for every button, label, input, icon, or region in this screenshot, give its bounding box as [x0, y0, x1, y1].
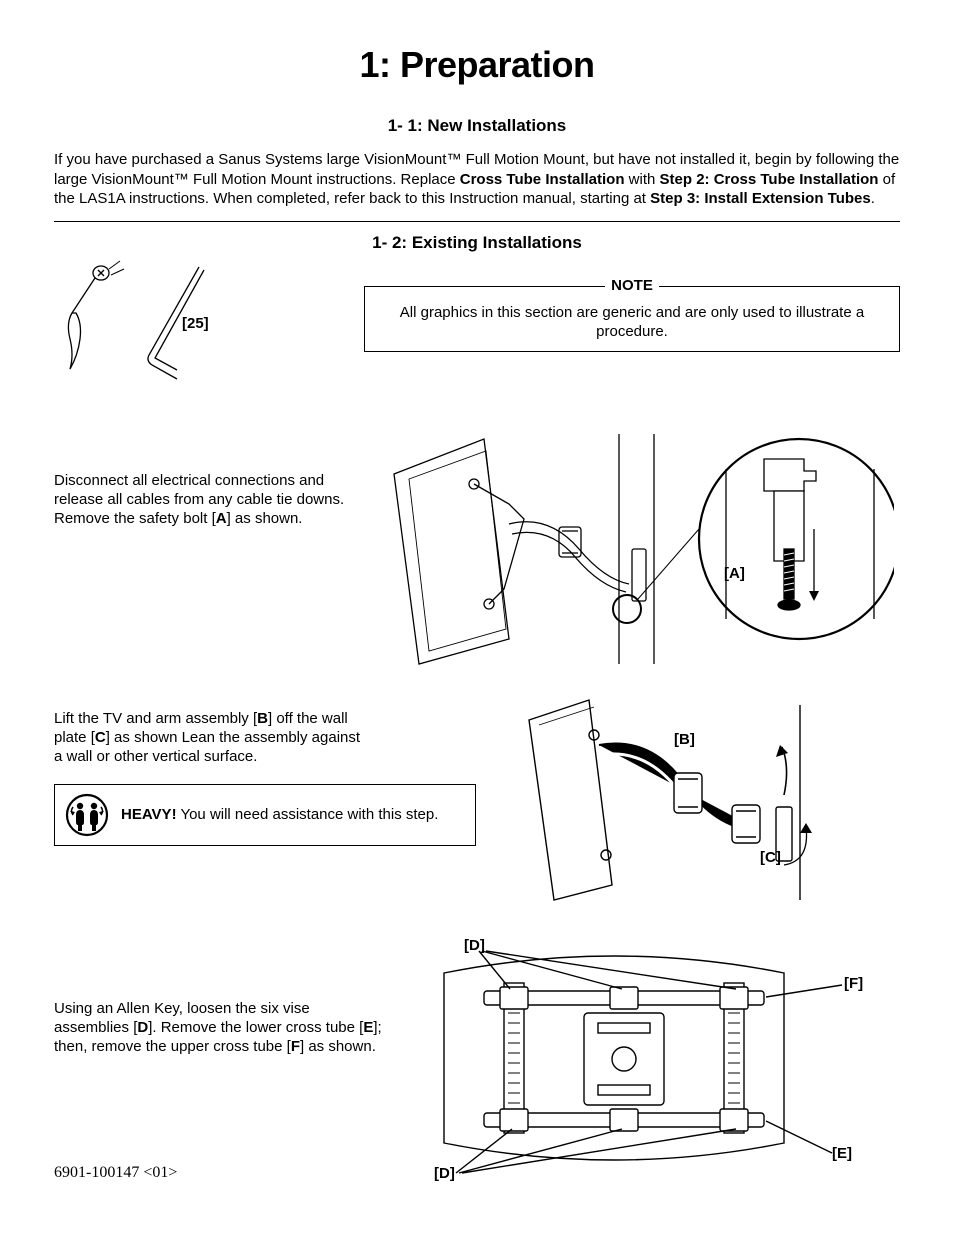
- footer-docnum: 6901-100147 <01>: [54, 1163, 177, 1183]
- heavy-body: You will need assistance with this step.: [177, 806, 439, 823]
- diagram-remove-safety-bolt: [354, 429, 894, 669]
- step1-ref-a: A: [216, 510, 227, 527]
- heavy-icon: [65, 793, 109, 837]
- tool-ref-25: [25]: [182, 315, 209, 334]
- note-box: NOTE All graphics in this section are ge…: [364, 277, 900, 352]
- step1-text: Disconnect all electrical connections an…: [54, 472, 354, 528]
- step3-ref-e: E: [363, 1019, 373, 1036]
- divider: [54, 221, 900, 222]
- note-text: All graphics in this section are generic…: [379, 304, 885, 342]
- heavy-label: HEAVY!: [121, 806, 177, 823]
- s1-b1: Cross Tube Installation: [460, 171, 625, 188]
- note-label: NOTE: [605, 277, 659, 296]
- step2-text: Lift the TV and arm assembly [B] off the…: [54, 710, 364, 766]
- heavy-text: HEAVY! You will need assistance with thi…: [121, 806, 438, 825]
- step2-pre: Lift the TV and arm assembly [: [54, 710, 257, 727]
- s1-after: .: [871, 190, 875, 207]
- callout-f: [F]: [844, 975, 863, 994]
- s1-b2: Step 2: Cross Tube Installation: [660, 171, 879, 188]
- step2-ref-c: C: [95, 729, 106, 746]
- step3-text: Using an Allen Key, loosen the six vise …: [54, 1000, 384, 1056]
- diagram-lift-assembly: [484, 695, 894, 905]
- s1-mid1: with: [625, 171, 660, 188]
- s1-b3: Step 3: Install Extension Tubes: [650, 190, 871, 207]
- heavy-warning-box: HEAVY! You will need assistance with thi…: [54, 784, 476, 846]
- step3-ref-d: D: [137, 1019, 148, 1036]
- step1-post: ] as shown.: [227, 510, 303, 527]
- section-1-body: If you have purchased a Sanus Systems la…: [54, 150, 900, 209]
- step2-ref-b: B: [257, 710, 268, 727]
- tools-illustration: [25]: [54, 259, 354, 399]
- diagram-remove-cross-tubes: [384, 933, 894, 1183]
- page-title: 1: Preparation: [54, 42, 900, 87]
- section-1-heading: 1- 1: New Installations: [54, 115, 900, 136]
- section-2-heading: 1- 2: Existing Installations: [54, 232, 900, 253]
- callout-d-top: [D]: [464, 937, 485, 956]
- callout-c: [C]: [760, 849, 781, 868]
- callout-b: [B]: [674, 731, 695, 750]
- step3-mid1: ]. Remove the lower cross tube [: [148, 1019, 363, 1036]
- callout-d-bottom: [D]: [434, 1165, 455, 1184]
- step3-post: ] as shown.: [300, 1038, 376, 1055]
- step3-ref-f: F: [291, 1038, 300, 1055]
- callout-e: [E]: [832, 1145, 852, 1164]
- callout-a: [A]: [724, 565, 745, 584]
